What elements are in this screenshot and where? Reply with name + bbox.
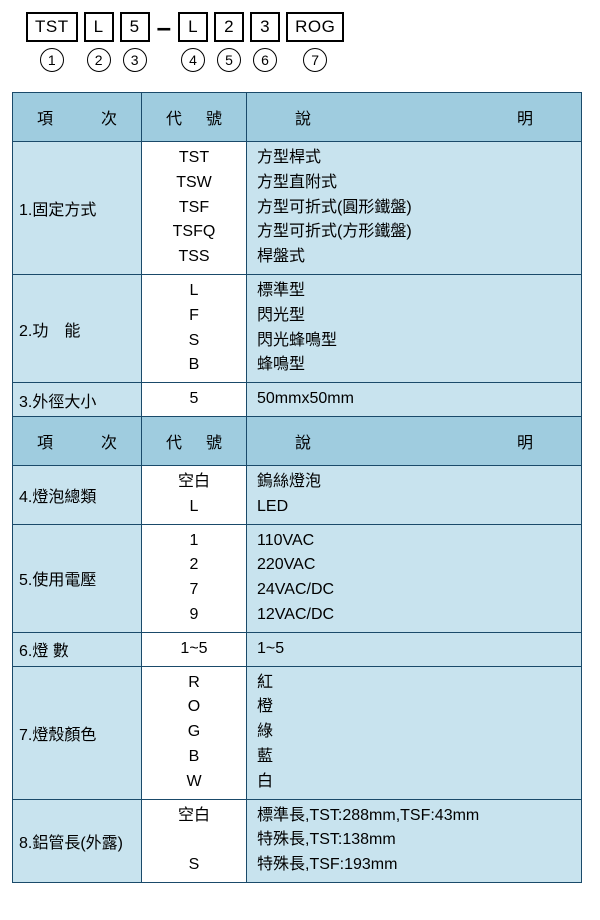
code-box: L — [84, 12, 114, 42]
specification-table: 項次 代號 說明 1.固定方式TSTTSWTSFTSFQTSS方型桿式方型直附式… — [12, 92, 582, 883]
item-description: 1~5 — [247, 632, 582, 666]
part-number-code: TST1L253–L42536ROG7 — [12, 12, 588, 72]
code-block: ROG 7 — [286, 12, 344, 72]
header-desc: 明 — [517, 105, 533, 129]
header-item: 項 — [37, 105, 53, 129]
code-box: TST — [26, 12, 78, 42]
code-block: 53 — [120, 12, 150, 72]
table-row: 8.鋁管長(外露)空白 S標準長,TST:288mm,TSF:43mm特殊長,T… — [13, 799, 582, 882]
position-number: 4 — [181, 48, 205, 72]
header-item: 次 — [101, 429, 117, 453]
code-box: 3 — [250, 12, 280, 42]
item-codes: 空白 S — [142, 799, 247, 882]
header-item: 次 — [101, 105, 117, 129]
header-desc: 說 — [295, 429, 311, 453]
header-code: 代 — [166, 429, 182, 453]
item-codes: 1279 — [142, 524, 247, 632]
item-label: 4.燈泡總類 — [13, 465, 142, 524]
code-block: 36 — [250, 12, 280, 72]
item-description: 標準長,TST:288mm,TSF:43mm特殊長,TST:138mm特殊長,T… — [247, 799, 582, 882]
item-description: 紅橙綠藍白 — [247, 666, 582, 799]
table-row: 3.外徑大小550mmx50mm — [13, 383, 582, 417]
item-description: 方型桿式方型直附式方型可折式(圓形鐵盤)方型可折式(方形鐵盤)桿盤式 — [247, 142, 582, 275]
code-box: ROG — [286, 12, 344, 42]
item-codes: TSTTSWTSFTSFQTSS — [142, 142, 247, 275]
code-block: L4 — [178, 12, 208, 72]
dash: – — [156, 12, 172, 42]
table-row: 6.燈 數1~51~5 — [13, 632, 582, 666]
table-row: 4.燈泡總類空白L鎢絲燈泡LED — [13, 465, 582, 524]
header-code: 代 — [166, 105, 182, 129]
item-codes: ROGBW — [142, 666, 247, 799]
code-block: 25 — [214, 12, 244, 72]
header-desc: 明 — [517, 429, 533, 453]
item-label: 2.功 能 — [13, 274, 142, 382]
item-label: 5.使用電壓 — [13, 524, 142, 632]
item-codes: LFSB — [142, 274, 247, 382]
code-box: 2 — [214, 12, 244, 42]
position-number: 5 — [217, 48, 241, 72]
item-label: 1.固定方式 — [13, 142, 142, 275]
position-number: 3 — [123, 48, 147, 72]
position-number: 2 — [87, 48, 111, 72]
item-label: 6.燈 數 — [13, 632, 142, 666]
header-code: 號 — [206, 429, 222, 453]
header-desc: 說 — [295, 105, 311, 129]
item-label: 3.外徑大小 — [13, 383, 142, 417]
item-label: 8.鋁管長(外露) — [13, 799, 142, 882]
header-item: 項 — [37, 429, 53, 453]
code-box: 5 — [120, 12, 150, 42]
position-number: 6 — [253, 48, 277, 72]
code-block: TST 1 — [26, 12, 78, 72]
table-header-row: 項 次 代號 說 明 — [13, 93, 582, 142]
position-number: 1 — [40, 48, 64, 72]
item-label: 7.燈殼顏色 — [13, 666, 142, 799]
item-codes: 1~5 — [142, 632, 247, 666]
table-row: 5.使用電壓1279110VAC220VAC24VAC/DC12VAC/DC — [13, 524, 582, 632]
item-description: 鎢絲燈泡LED — [247, 465, 582, 524]
code-block: L2 — [84, 12, 114, 72]
table-row: 1.固定方式TSTTSWTSFTSFQTSS方型桿式方型直附式方型可折式(圓形鐵… — [13, 142, 582, 275]
position-number: 7 — [303, 48, 327, 72]
table-row: 7.燈殼顏色ROGBW紅橙綠藍白 — [13, 666, 582, 799]
item-description: 標準型閃光型閃光蜂鳴型蜂鳴型 — [247, 274, 582, 382]
table-row: 2.功 能LFSB標準型閃光型閃光蜂鳴型蜂鳴型 — [13, 274, 582, 382]
item-description: 110VAC220VAC24VAC/DC12VAC/DC — [247, 524, 582, 632]
table-header-row: 項 次 代號 說 明 — [13, 416, 582, 465]
header-code: 號 — [206, 105, 222, 129]
code-box: L — [178, 12, 208, 42]
item-codes: 空白L — [142, 465, 247, 524]
item-description: 50mmx50mm — [247, 383, 582, 417]
item-codes: 5 — [142, 383, 247, 417]
